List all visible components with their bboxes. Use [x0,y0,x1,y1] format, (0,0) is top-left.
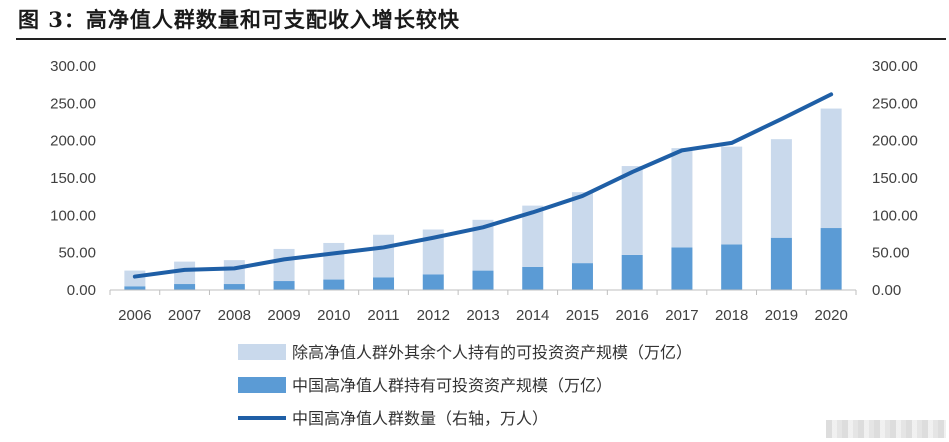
x-tick-label: 2008 [218,307,251,324]
x-tick-label: 2016 [616,307,649,324]
bar-hnw-assets [522,266,544,290]
y-right-tick-label: 100.00 [872,207,918,224]
bar-hnw-assets [273,281,295,290]
bar-hnw-assets [174,284,196,290]
y-left-tick-label: 250.00 [50,95,96,112]
bar-other-assets [571,192,593,264]
legend-swatch-hnw-assets [238,377,286,393]
bar-other-assets [820,108,842,229]
y-right-tick-label: 150.00 [872,170,918,187]
x-tick-label: 2019 [765,307,798,324]
bar-hnw-assets [373,277,395,290]
bar-hnw-assets [820,228,842,290]
legend-label: 除高净值人群外其余个人持有的可投资资产规模（万亿） [292,343,692,362]
bar-other-assets [174,261,196,285]
bar-other-assets [472,219,494,271]
legend-swatch-other-assets [238,344,286,360]
y-left-tick-label: 50.00 [58,245,96,262]
y-left-tick-label: 0.00 [67,282,96,299]
y-right-tick-label: 300.00 [872,58,918,75]
bar-hnw-assets [422,274,444,290]
y-axis-right: 0.00 50.00 100.00 150.00 200.00 250.00 300.00 [872,58,918,299]
y-right-tick-label: 200.00 [872,133,918,150]
bar-other-assets [323,242,345,280]
x-tick-label: 2012 [417,307,450,324]
legend-label: 中国高净值人群数量（右轴，万人） [292,410,548,428]
x-tick-label: 2011 [367,307,399,324]
y-axis-left: 0.00 50.00 100.00 150.00 200.00 250.00 300.00 [50,58,96,299]
bar-hnw-assets [571,263,593,290]
x-tick-label: 2006 [118,307,151,324]
title-rule [16,38,946,40]
x-tick-label: 2018 [715,307,748,324]
bar-other-assets [671,148,693,248]
bar-other-assets [223,260,245,285]
bar-other-assets [373,234,395,278]
x-tick-label: 2013 [466,307,499,324]
y-right-tick-label: 50.00 [872,245,910,262]
watermark [826,420,946,438]
bar-other-assets [522,205,544,267]
bar-hnw-assets [721,244,743,290]
y-left-tick-label: 300.00 [50,58,96,75]
x-tick-label: 2017 [665,307,698,324]
legend: 除高净值人群外其余个人持有的可投资资产规模（万亿） 中国高净值人群持有可投资资产规… [238,343,692,428]
bar-hnw-assets [124,286,146,290]
y-left-tick-label: 200.00 [50,133,96,150]
bar-hnw-assets [621,254,643,290]
bar-hnw-assets [472,270,494,290]
bar-other-assets [621,166,643,255]
bar-series [124,108,842,290]
y-right-tick-label: 0.00 [872,282,901,299]
x-tick-label: 2020 [814,307,847,324]
x-tick-label: 2007 [168,307,201,324]
line-series [132,92,834,279]
x-tick-label: 2010 [317,307,350,324]
x-tick-label: 2014 [516,307,549,324]
x-tick-label: 2009 [267,307,300,324]
y-left-tick-label: 100.00 [50,207,96,224]
bar-other-assets [721,146,743,245]
bar-hnw-assets [223,284,245,290]
bar-hnw-assets [323,279,345,290]
legend-label: 中国高净值人群持有可投资资产规模（万亿） [292,377,612,395]
x-tick-label: 2015 [566,307,599,324]
bar-other-assets [273,248,295,282]
x-axis: 2006 2007 2008 2009 2010 2011 2012 2013 2014 2015… [109,290,857,324]
figure-title: 图 3：高净值人群数量和可支配收入增长较快 [18,7,460,32]
y-left-tick-label: 150.00 [50,170,96,187]
y-right-tick-label: 250.00 [872,95,918,112]
bar-hnw-assets [671,247,693,290]
bar-other-assets [770,139,792,238]
bar-hnw-assets [770,237,792,290]
